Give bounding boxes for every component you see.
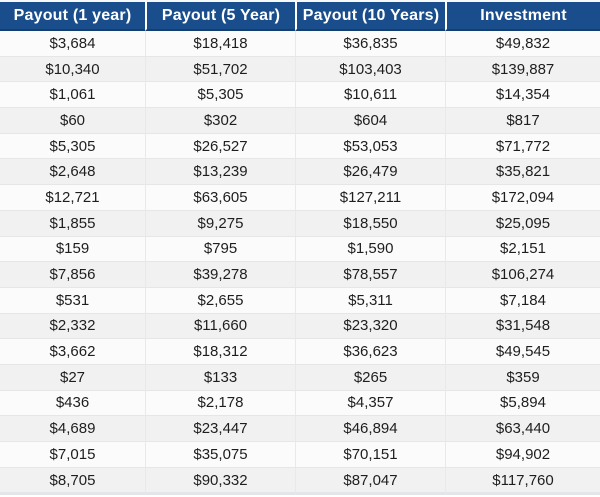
table-cell: $12,721 [0,184,145,210]
table-cell: $7,015 [0,441,145,467]
table-cell: $49,545 [445,338,600,364]
table-cell: $87,047 [295,466,445,496]
table-cell: $18,550 [295,209,445,236]
column-header-1: Payout (5 Year) [145,0,295,31]
table-cell: $359 [445,363,600,390]
table-cell: $8,705 [0,466,145,496]
table-cell: $3,684 [49,34,96,52]
table-cell: $2,178 [145,389,295,416]
table-cell: $23,447 [145,415,295,441]
table-cell: $7,184 [445,286,600,313]
table-row: $8,705 $90,332 $87,047 $117,760 [0,466,600,496]
table-cell: $139,887 [445,55,600,82]
table-cell: $51,702 [145,55,295,82]
table-row: $4,689 $23,447 $46,894 $63,440 [0,415,600,441]
table-cell: $3,662 [0,338,145,364]
table-cell: $1,855 [0,209,145,236]
table-cell: $2,648 [0,158,145,184]
table-cell: $60 [0,107,145,133]
table-cell: $7,856 [0,261,145,287]
table-cell: $78,557 [295,261,445,287]
table-cell: $1,061 [0,81,145,107]
table-cell: $18,418 [145,31,295,56]
table-row: $60 $302 $604 $817 [0,107,600,133]
table-cell: $531 [0,286,145,313]
table-cell: $9,275 [145,209,295,236]
table-cell: $5,311 [295,286,445,313]
table-cell: $94,902 [445,441,600,467]
table-header-row: Payout (1 year) Payout (5 Year) Payout (10… [0,0,600,31]
table-cell: $63,605 [145,184,295,210]
table-row: $27 $133 $265 $359 [0,363,600,390]
column-header-3: Investment [445,0,600,31]
table-cell: $106,274 [445,261,600,287]
table-cell: $302 [145,107,295,133]
table-cell: $436 [0,389,145,416]
table-row: $2,332 $11,660 $23,320 $31,548 [0,312,600,339]
table-cell: $10,340 [0,55,145,82]
table-cell: $14,354 [445,81,600,108]
table-cell: $5,305 [145,81,295,108]
table-cell: $117,760 [445,466,600,496]
column-header-0: Payout (1 year) [0,0,145,31]
table-cell: $127,211 [295,184,445,210]
table-cell: $2,655 [145,286,295,313]
table-cell: $10,611 [295,81,445,108]
table-cell: $25,095 [445,209,600,236]
table-cell: $5,894 [445,389,600,416]
table-cell: $70,151 [295,441,445,467]
table-cell: $133 [145,363,295,390]
table-cell: $63,440 [445,415,600,441]
table-row: $7,015 $35,075 $70,151 $94,902 [0,441,600,467]
table-cell: $265 [295,363,445,390]
table-row: $12,721 $63,605 $127,211 $172,094 [0,184,600,210]
table-row: $159 $795 $1,590 $2,151 [0,235,600,262]
table-cell: $27 [0,363,145,390]
table-cell: $39,278 [145,261,295,287]
table-cell: $31,548 [445,312,600,339]
column-header-2: Payout (10 Years) [295,0,445,31]
table-cell: $46,894 [295,415,445,441]
table-cell: $11,660 [145,312,295,339]
table-cell: $18,312 [145,338,295,364]
table-cell: $35,821 [445,158,600,185]
table-cell: $26,527 [145,132,295,159]
table-cell: $159 [0,235,145,262]
table-row: $2,648 $13,239 $26,479 $35,821 [0,158,600,185]
table-cell: $71,772 [445,132,600,159]
table-cell: $172,094 [445,184,600,210]
table-cell: $5,305 [0,132,145,159]
table-cell: $53,053 [295,132,445,159]
table-row: $3,662 $18,312 $36,623 $49,545 [0,338,600,364]
table-row: $10,340 $51,702 $103,403 $139,887 [0,55,600,82]
table-cell: $604 [295,107,445,133]
table-body: $3,684 $18,418 $36,835 $49,832 $10,340 $51,70… [0,31,600,496]
table-cell: $2,332 [0,312,145,339]
table-cell: $23,320 [295,312,445,339]
table-cell: $36,623 [295,338,445,364]
table-row: $531 $2,655 $5,311 $7,184 [0,286,600,313]
table-row: $1,061 $5,305 $10,611 $14,354 [0,81,600,108]
table-cell: $1,590 [295,235,445,262]
table-cell: $2,151 [445,235,600,262]
table-cell: $817 [445,107,600,133]
table-row: $1,855 $9,275 $18,550 $25,095 [0,209,600,236]
table-cell: $13,239 [145,158,295,185]
table-cell: $4,357 [295,389,445,416]
table-cell: $795 [145,235,295,262]
table-cell: $26,479 [295,158,445,185]
table-cell: $35,075 [145,441,295,467]
table-row: $436 $2,178 $4,357 $5,894 [0,389,600,416]
table-cell: $36,835 [295,31,445,56]
table-row: $3,684 $18,418 $36,835 $49,832 [0,31,600,56]
table-cell: $4,689 [0,415,145,441]
table-row: $7,856 $39,278 $78,557 $106,274 [0,261,600,287]
table-cell: $90,332 [145,466,295,496]
table-row: $5,305 $26,527 $53,053 $71,772 [0,132,600,159]
table-header: Payout (1 year) Payout (5 Year) Payout (10… [0,0,600,31]
table-cell: $49,832 [445,31,600,56]
table-cell: $103,403 [295,55,445,82]
